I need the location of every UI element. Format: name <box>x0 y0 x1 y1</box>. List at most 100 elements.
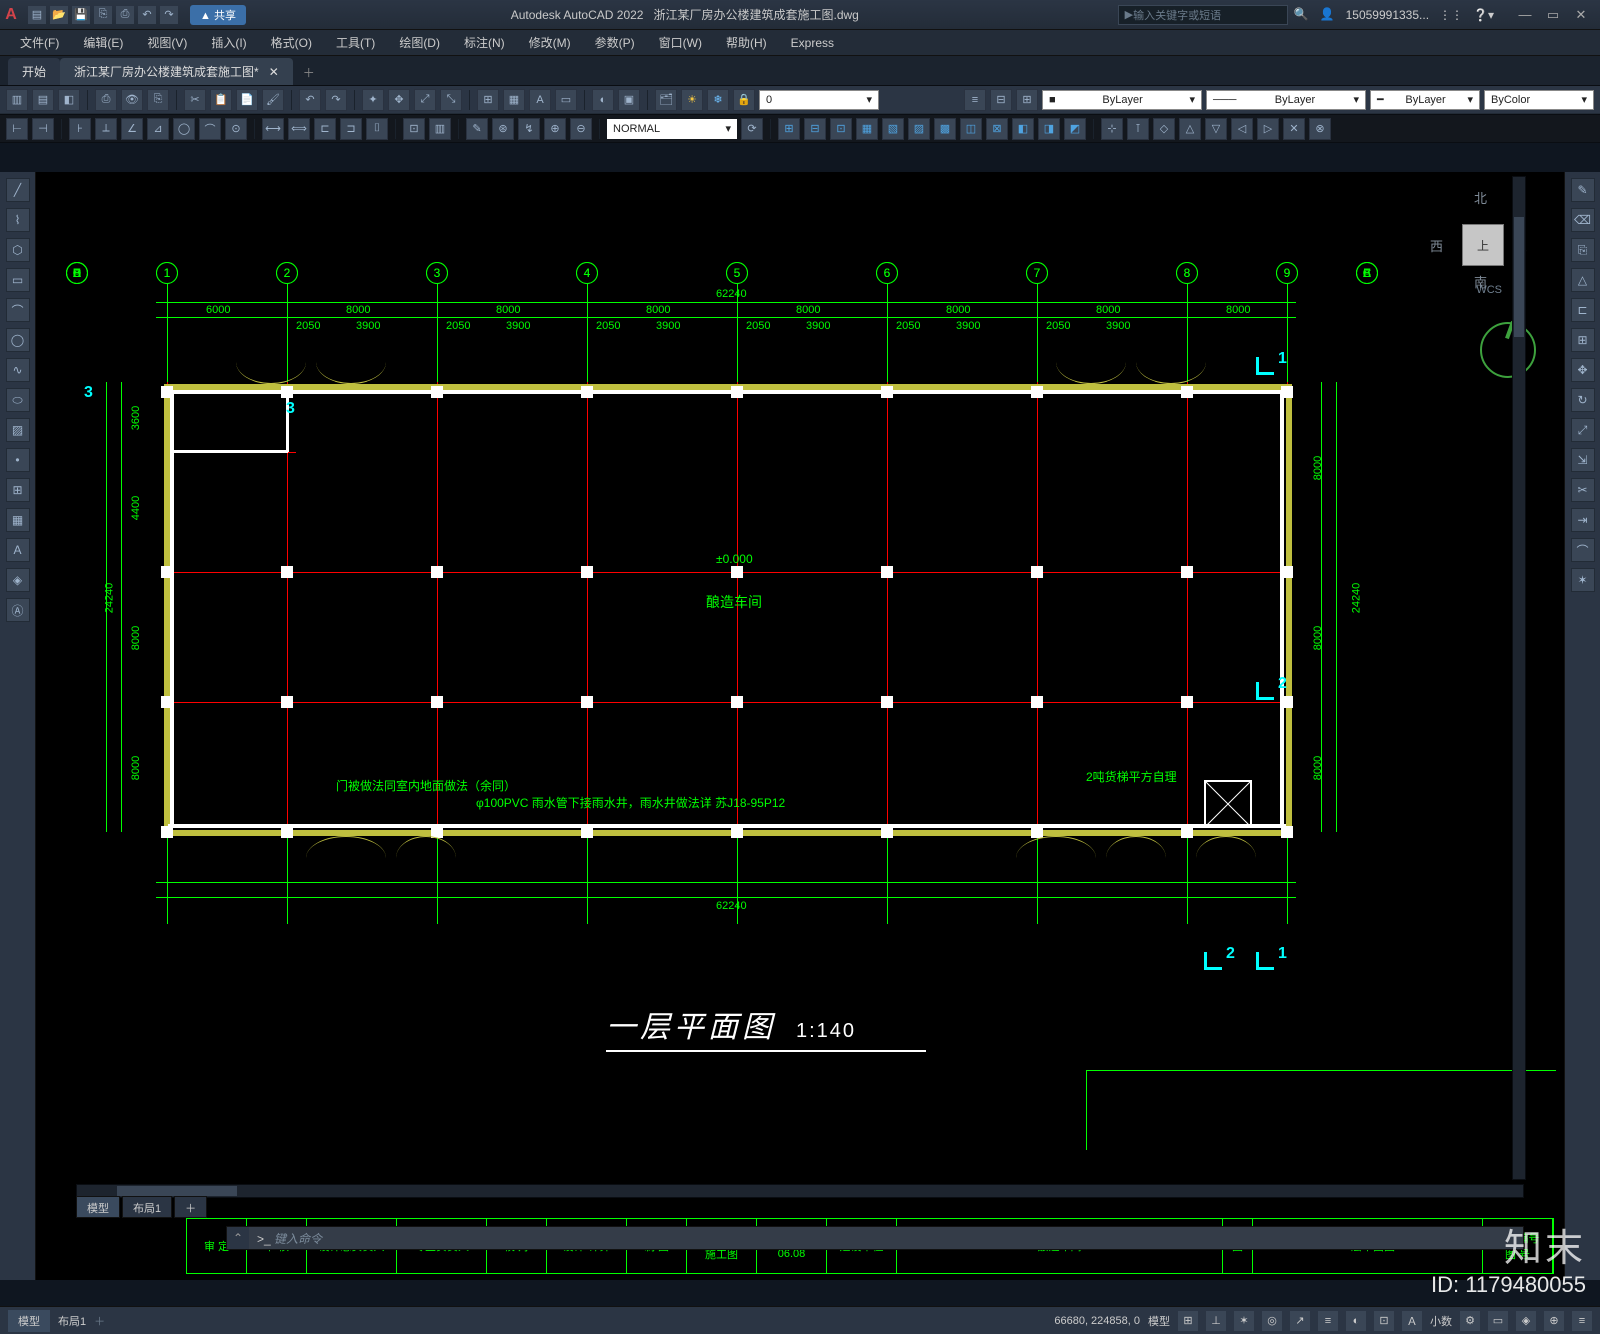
ts-icon[interactable]: ∠ <box>121 118 143 140</box>
isolate-icon[interactable]: ◈ <box>1516 1311 1536 1331</box>
maximize-button[interactable]: ▭ <box>1540 5 1566 25</box>
ts-icon[interactable]: ▦ <box>856 118 878 140</box>
ts-icon[interactable]: △ <box>1179 118 1201 140</box>
tab-add[interactable]: ＋ <box>174 1196 207 1218</box>
hw-icon[interactable]: ⊕ <box>1544 1311 1564 1331</box>
ts-icon[interactable]: ⟺ <box>288 118 310 140</box>
layers-icon[interactable]: ≡ <box>964 89 986 111</box>
ts-icon[interactable]: ⟷ <box>262 118 284 140</box>
layer-icon[interactable]: 🗂 <box>655 89 677 111</box>
region-icon[interactable]: ◈ <box>6 568 30 592</box>
tool-icon[interactable]: ✥ <box>388 89 410 111</box>
tool-icon[interactable]: 🖌 <box>262 89 284 111</box>
help-icon[interactable]: ❔▾ <box>1473 8 1494 22</box>
tool-icon[interactable]: ✦ <box>362 89 384 111</box>
lock-icon[interactable]: 🔒 <box>733 89 755 111</box>
polygon-icon[interactable]: ⬡ <box>6 238 30 262</box>
menu-tools[interactable]: 工具(T) <box>324 34 387 51</box>
ts-icon[interactable]: ⊟ <box>804 118 826 140</box>
rect-icon[interactable]: ▭ <box>6 268 30 292</box>
share-button[interactable]: ▲ 共享 <box>190 5 246 25</box>
ts-icon[interactable]: ⊖ <box>570 118 592 140</box>
ts-icon[interactable]: ◁ <box>1231 118 1253 140</box>
explode-icon[interactable]: ✶ <box>1571 568 1595 592</box>
drawing-canvas[interactable]: 北 南 东 西 上 WCS 1 2 3 4 5 6 7 8 9 1 2 3 4 … <box>36 172 1564 1280</box>
tool-icon[interactable]: A <box>529 89 551 111</box>
ts-icon[interactable]: ▨ <box>908 118 930 140</box>
user-label[interactable]: 15059991335... <box>1346 8 1429 22</box>
table-icon[interactable]: ▦ <box>6 508 30 532</box>
ellipse-icon[interactable]: ⬭ <box>6 388 30 412</box>
save-icon[interactable]: 💾 <box>72 6 90 24</box>
tool-icon[interactable]: 📄 <box>236 89 258 111</box>
scroll-thumb[interactable] <box>117 1186 237 1196</box>
new-icon[interactable]: ▤ <box>28 6 46 24</box>
apps-icon[interactable]: ⋮⋮ <box>1439 8 1463 22</box>
transparency-icon[interactable]: ◐ <box>1346 1311 1366 1331</box>
ts-icon[interactable]: ⊡ <box>830 118 852 140</box>
tool-icon[interactable]: ▤ <box>32 89 54 111</box>
menu-format[interactable]: 格式(O) <box>259 34 324 51</box>
block-icon[interactable]: ⊞ <box>6 478 30 502</box>
text-icon[interactable]: A <box>6 538 30 562</box>
tool-icon[interactable]: ✂ <box>184 89 206 111</box>
viewcube-top[interactable]: 上 <box>1462 224 1504 266</box>
sun-icon[interactable]: ☀ <box>681 89 703 111</box>
close-button[interactable]: ✕ <box>1568 5 1594 25</box>
tool-icon[interactable]: ▦ <box>503 89 525 111</box>
ts-icon[interactable]: ⊢ <box>6 118 28 140</box>
hatch-icon[interactable]: ▨ <box>6 418 30 442</box>
ts-icon[interactable]: ⊿ <box>147 118 169 140</box>
copy-icon[interactable]: ⎘ <box>1571 238 1595 262</box>
ts-icon[interactable]: ↯ <box>518 118 540 140</box>
ts-icon[interactable]: ⊕ <box>544 118 566 140</box>
menu-draw[interactable]: 绘图(D) <box>387 34 452 51</box>
menu-window[interactable]: 窗口(W) <box>647 34 714 51</box>
tool-icon[interactable]: ⤡ <box>440 89 462 111</box>
tool-icon[interactable]: ▣ <box>618 89 640 111</box>
circle-icon[interactable]: ◯ <box>6 328 30 352</box>
ts-icon[interactable]: ◇ <box>1153 118 1175 140</box>
layers-icon[interactable]: ⊞ <box>1016 89 1038 111</box>
menu-view[interactable]: 视图(V) <box>135 34 199 51</box>
spline-icon[interactable]: ∿ <box>6 358 30 382</box>
ts-icon[interactable]: ◨ <box>1038 118 1060 140</box>
arc-icon[interactable]: ⌒ <box>6 298 30 322</box>
ts-icon[interactable]: ⊏ <box>314 118 336 140</box>
tab-layout1[interactable]: 布局1 <box>122 1196 172 1218</box>
ts-icon[interactable]: ⊛ <box>492 118 514 140</box>
tool-icon[interactable]: ⎙ <box>95 89 117 111</box>
menu-edit[interactable]: 编辑(E) <box>71 34 135 51</box>
ts-icon[interactable]: ▩ <box>934 118 956 140</box>
array-icon[interactable]: ⊞ <box>1571 328 1595 352</box>
status-layout[interactable]: 布局1 <box>58 1313 86 1329</box>
layer-combo[interactable]: ■ ByLayer▾ <box>1042 90 1202 110</box>
ts-icon[interactable]: ⊐ <box>340 118 362 140</box>
ts-icon[interactable]: ⊣ <box>32 118 54 140</box>
extend-icon[interactable]: ⇥ <box>1571 508 1595 532</box>
pline-icon[interactable]: ⌇ <box>6 208 30 232</box>
help-search[interactable]: ▶ 输入关键字或短语 <box>1118 5 1288 25</box>
layers-icon[interactable]: ⊟ <box>990 89 1012 111</box>
stretch-icon[interactable]: ⇲ <box>1571 448 1595 472</box>
ts-icon[interactable]: ⌷ <box>366 118 388 140</box>
lwt-icon[interactable]: ≡ <box>1318 1311 1338 1331</box>
mtext-icon[interactable]: Ⓐ <box>6 598 30 622</box>
tab-start[interactable]: 开始 <box>8 58 60 85</box>
ts-icon[interactable]: ⊠ <box>986 118 1008 140</box>
osnap-icon[interactable]: ◎ <box>1262 1311 1282 1331</box>
ts-icon[interactable]: ⊦ <box>69 118 91 140</box>
tool-icon[interactable]: ↶ <box>299 89 321 111</box>
tool-icon[interactable]: ⊞ <box>477 89 499 111</box>
tool-icon[interactable]: ▭ <box>555 89 577 111</box>
freeze-icon[interactable]: ❄ <box>707 89 729 111</box>
menu-file[interactable]: 文件(F) <box>8 34 71 51</box>
ts-icon[interactable]: ▧ <box>882 118 904 140</box>
ts-icon[interactable]: ⊗ <box>1309 118 1331 140</box>
lineweight-combo[interactable]: ━ ByLayer▾ <box>1370 90 1480 110</box>
ts-icon[interactable]: ⌒ <box>199 118 221 140</box>
tool-icon[interactable]: ⤢ <box>414 89 436 111</box>
tool-icon[interactable]: ▥ <box>6 89 28 111</box>
undo-icon[interactable]: ↶ <box>138 6 156 24</box>
tab-add-button[interactable]: ＋ <box>293 60 325 85</box>
